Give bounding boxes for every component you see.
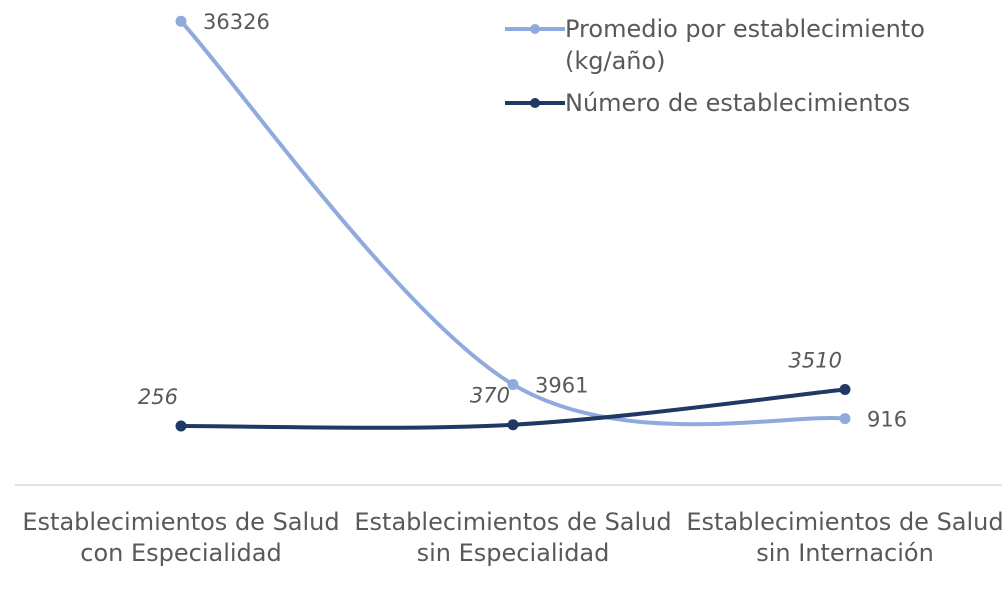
x-tick-label: Establecimientos de Salud sin Internació…	[686, 508, 1002, 567]
x-tick-label: Establecimientos de Salud con Especialid…	[22, 508, 340, 567]
legend-label: Número de establecimientos	[565, 89, 911, 117]
legend-key	[505, 13, 565, 45]
point	[839, 413, 851, 425]
x-tick-label: Establecimientos de Salud sin Especialid…	[354, 508, 672, 567]
legend-key	[505, 87, 565, 119]
legend-marker	[530, 24, 540, 34]
data-label: 36326	[203, 10, 270, 34]
data-label: 256	[138, 385, 178, 409]
point	[839, 383, 851, 395]
data-label: 916	[867, 408, 907, 432]
data-label: 3510	[789, 348, 842, 372]
point	[507, 378, 519, 390]
series-line	[179, 19, 847, 427]
legend-label: Promedio por establecimiento (kg/año)	[565, 15, 925, 75]
point	[507, 419, 519, 431]
legend-entry: Promedio por establecimiento (kg/año)	[505, 13, 1000, 77]
data-label: 3961	[535, 373, 588, 397]
legend-marker	[530, 98, 540, 108]
data-label: 370	[470, 384, 510, 408]
point	[175, 15, 187, 27]
point	[175, 420, 187, 432]
legend-entry: Número de establecimientos	[505, 87, 1000, 119]
